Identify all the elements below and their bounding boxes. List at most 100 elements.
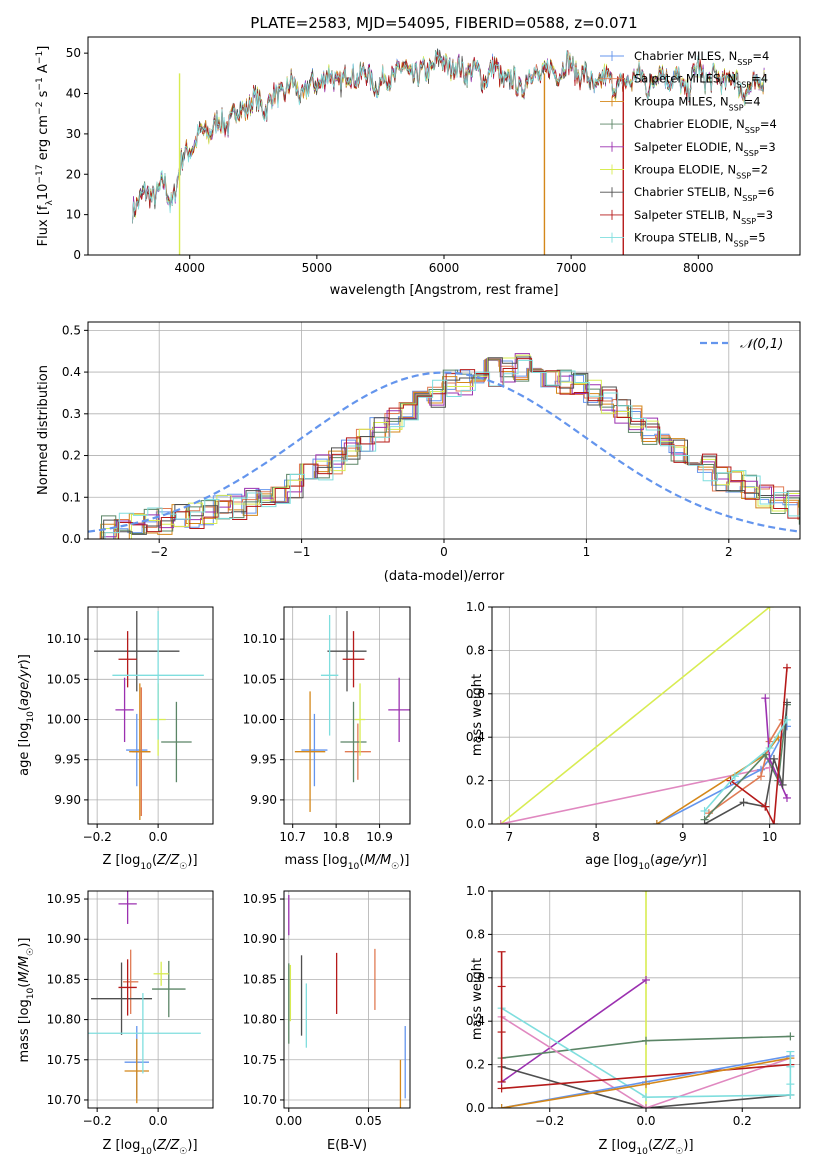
- x-tick-label: 8000: [683, 261, 714, 275]
- plot-area-mass_vs_Z: [88, 891, 201, 1104]
- x-tick-label: 0.05: [355, 1114, 382, 1128]
- weight-line: [730, 667, 788, 824]
- x-tick-label: 9: [679, 830, 687, 844]
- legend-label: Chabrier STELIB, NSSP=6: [634, 185, 774, 203]
- weight-line: [501, 1063, 791, 1090]
- histogram-step: [88, 354, 800, 539]
- x-tick-label: 4000: [174, 261, 205, 275]
- y-tick-label: 10.00: [243, 713, 277, 727]
- y-tick-label: 10: [66, 208, 81, 222]
- axes-frame: [491, 606, 801, 825]
- y-tick-label: 10.80: [47, 1013, 81, 1027]
- y-axis-label: Normed distribution: [36, 365, 51, 495]
- x-tick-label: 0.0: [636, 1114, 655, 1128]
- x-axis-label: wavelength [Angstrom, rest frame]: [330, 283, 559, 298]
- x-tick-label: 0.2: [733, 1114, 752, 1128]
- y-tick-label: 0.8: [466, 643, 485, 657]
- x-axis-label: Z [log10(Z/Z☉)]: [102, 853, 197, 872]
- spectrum-line: [132, 50, 765, 224]
- y-tick-label: 0.2: [466, 1058, 485, 1072]
- x-tick-label: 1: [583, 545, 591, 559]
- y-tick-label: 0.1: [62, 490, 81, 504]
- y-tick-label: 0.8: [466, 927, 485, 941]
- panel-residuals: −2 −1 0 1 2 0.0 0.1 0.2 0.3 0.4 0.5: [62, 321, 801, 559]
- y-tick-label: 10.85: [47, 972, 81, 986]
- y-tick-label: 10.75: [243, 1053, 277, 1067]
- chart-title: PLATE=2583, MJD=54095, FIBERID=0588, z=0…: [250, 14, 637, 32]
- x-tick-label: 10: [762, 830, 777, 844]
- x-tick-label: −0.2: [83, 1114, 112, 1128]
- weight-line: [501, 1016, 791, 1108]
- y-tick-label: 10.70: [243, 1093, 277, 1107]
- x-tick-label: −1: [293, 545, 311, 559]
- x-tick-label: 6000: [429, 261, 460, 275]
- plot-area-spectrum: [132, 48, 765, 255]
- weight-line: [708, 719, 784, 814]
- y-tick-label: 9.95: [250, 753, 277, 767]
- y-axis-label: mass weight: [470, 958, 485, 1040]
- y-tick-label: 1.0: [466, 884, 485, 898]
- y-tick-label: 0.4: [62, 365, 81, 379]
- legend-label: Kroupa STELIB, NSSP=5: [634, 231, 766, 249]
- y-tick-label: 0.0: [466, 1101, 485, 1115]
- axes-frame: [283, 890, 411, 1109]
- y-tick-label: 10.90: [243, 932, 277, 946]
- panel-mass_vs_ebv: 0.00 0.05 10.70 10.75 10.80 10.85 10.90 10.95: [243, 890, 411, 1128]
- y-tick-label: 0.4: [466, 730, 485, 744]
- y-tick-label: 0.0: [62, 532, 81, 546]
- x-axis-label: mass [log10(M/M☉)]: [285, 853, 410, 872]
- panel-spectrum: 4000 5000 6000 7000 8000 0 10 20 30 40 50: [66, 36, 801, 275]
- y-axis-label: age [log10(age/yr)]: [17, 654, 36, 776]
- plot-area-mass_vs_ebv: [288, 895, 406, 1108]
- histogram-step: [88, 358, 800, 539]
- panel-weight_vs_Z: −0.2 0.0 0.2 0.0 0.2 0.4 0.6 0.8 1.0: [466, 884, 801, 1128]
- x-tick-label: −0.2: [83, 830, 112, 844]
- x-tick-label: −0.2: [535, 1114, 564, 1128]
- y-tick-label: 1.0: [466, 600, 485, 614]
- y-tick-label: 10.70: [47, 1093, 81, 1107]
- legend-label: Salpeter ELODIE, NSSP=3: [634, 140, 776, 158]
- y-tick-label: 0.4: [466, 1014, 485, 1028]
- normal-curve: [88, 371, 800, 533]
- y-tick-label: 0.6: [466, 687, 485, 701]
- y-tick-label: 10.00: [47, 713, 81, 727]
- y-tick-label: 30: [66, 127, 81, 141]
- legend-label: Salpeter MILES, NSSP=4: [634, 72, 768, 90]
- x-tick-label: 7: [506, 830, 514, 844]
- x-tick-label: 0.00: [275, 1114, 302, 1128]
- x-tick-label: −2: [150, 545, 168, 559]
- y-axis-label: mass [log10(M/M☉)]: [17, 938, 36, 1063]
- y-tick-label: 10.10: [47, 632, 81, 646]
- legend-label: Kroupa MILES, NSSP=4: [634, 94, 761, 112]
- x-axis-label: age [log10(age/yr)]: [585, 853, 707, 872]
- legend-label: Chabrier MILES, NSSP=4: [634, 49, 769, 67]
- x-tick-label: 0.0: [149, 1114, 168, 1128]
- panel-age_vs_Z: −0.2 0.0 9.90 9.95 10.00 10.05 10.10: [47, 606, 214, 844]
- x-tick-label: 10.9: [366, 830, 393, 844]
- y-axis-label: Flux [fλ10−17 erg cm−2 s−1 A−1]: [35, 46, 55, 247]
- legend: Chabrier MILES, NSSP=4 Salpeter MILES, NS…: [600, 49, 777, 248]
- y-tick-label: 0.2: [466, 774, 485, 788]
- weight-line: [501, 979, 647, 1083]
- x-tick-label: 10.8: [323, 830, 350, 844]
- axes-frame: [87, 606, 214, 825]
- x-tick-label: 0.0: [149, 830, 168, 844]
- y-tick-label: 0.5: [62, 323, 81, 337]
- y-tick-label: 9.90: [250, 793, 277, 807]
- y-tick-label: 9.95: [54, 753, 81, 767]
- x-axis-label: Z [log10(Z/Z☉)]: [598, 1138, 693, 1157]
- x-tick-label: 8: [592, 830, 600, 844]
- y-tick-label: 50: [66, 46, 81, 60]
- weight-line: [501, 1066, 791, 1108]
- y-tick-label: 10.80: [243, 1013, 277, 1027]
- panel-mass_vs_Z: −0.2 0.0 10.70 10.75 10.80 10.85 10.90 10.95: [47, 890, 214, 1128]
- weight-line: [500, 766, 770, 824]
- weight-line: [704, 702, 788, 824]
- weight-line: [656, 725, 788, 824]
- axes-frame: [87, 890, 214, 1109]
- legend-label: Kroupa ELODIE, NSSP=2: [634, 163, 768, 181]
- histogram-step: [88, 359, 800, 539]
- weight-line: [703, 719, 788, 812]
- plot-area-age_vs_mass: [294, 611, 410, 812]
